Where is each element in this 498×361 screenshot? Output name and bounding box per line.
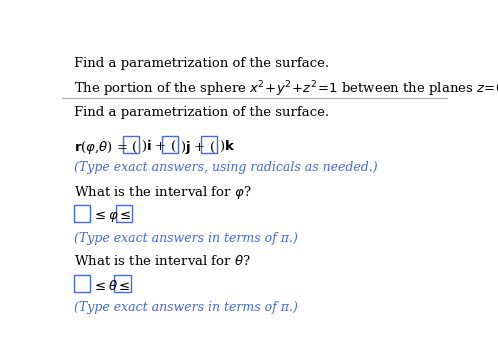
- FancyBboxPatch shape: [123, 136, 139, 153]
- FancyBboxPatch shape: [115, 275, 130, 292]
- Text: What is the interval for $\theta$?: What is the interval for $\theta$?: [74, 254, 250, 268]
- FancyBboxPatch shape: [162, 136, 178, 153]
- Text: $\leq\varphi\leq$: $\leq\varphi\leq$: [92, 209, 131, 224]
- Text: (Type exact answers in terms of π.): (Type exact answers in terms of π.): [74, 232, 298, 245]
- Text: (Type exact answers, using radicals as needed.): (Type exact answers, using radicals as n…: [74, 161, 377, 174]
- FancyBboxPatch shape: [74, 205, 90, 222]
- Text: Find a parametrization of the surface.: Find a parametrization of the surface.: [74, 106, 329, 119]
- Text: The portion of the sphere $x^2\!+\!y^2\!+\!z^2\!=\!1$ between the planes $z\!=\!: The portion of the sphere $x^2\!+\!y^2\!…: [74, 79, 498, 99]
- Text: Find a parametrization of the surface.: Find a parametrization of the surface.: [74, 57, 329, 70]
- Text: )$\mathbf{i}$ + (: )$\mathbf{i}$ + (: [141, 139, 176, 154]
- Text: What is the interval for $\varphi$?: What is the interval for $\varphi$?: [74, 184, 251, 201]
- FancyBboxPatch shape: [74, 275, 90, 292]
- Text: (Type exact answers in terms of π.): (Type exact answers in terms of π.): [74, 301, 298, 314]
- Text: $\leq\theta\leq$: $\leq\theta\leq$: [92, 279, 131, 293]
- FancyBboxPatch shape: [201, 136, 217, 153]
- Text: )$\mathbf{k}$: )$\mathbf{k}$: [219, 139, 235, 154]
- FancyBboxPatch shape: [117, 205, 132, 222]
- Text: )$\mathbf{j}$ + (: )$\mathbf{j}$ + (: [180, 139, 215, 156]
- Text: $\mathbf{r}$($\varphi$,$\theta$) = (: $\mathbf{r}$($\varphi$,$\theta$) = (: [74, 139, 137, 156]
